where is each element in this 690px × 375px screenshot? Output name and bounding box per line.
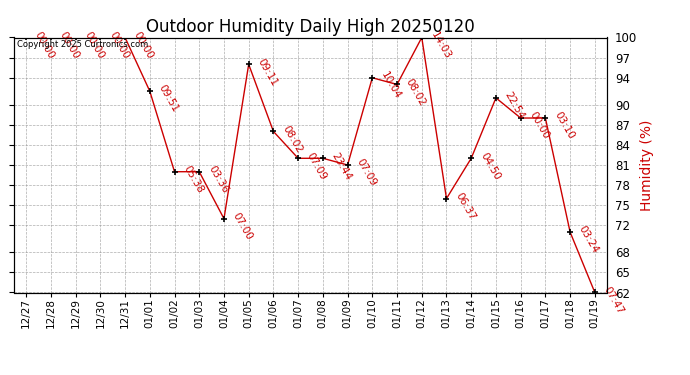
Text: 09:51: 09:51 [157, 83, 180, 114]
Text: 00:00: 00:00 [58, 30, 81, 60]
Title: Outdoor Humidity Daily High 20250120: Outdoor Humidity Daily High 20250120 [146, 18, 475, 36]
Text: 04:50: 04:50 [478, 150, 502, 182]
Text: 00:00: 00:00 [132, 30, 155, 60]
Text: 07:09: 07:09 [305, 150, 328, 182]
Text: 00:00: 00:00 [83, 30, 106, 60]
Text: Copyright 2025 Curtronics.com: Copyright 2025 Curtronics.com [17, 40, 148, 49]
Text: 09:11: 09:11 [255, 57, 279, 87]
Text: 00:00: 00:00 [33, 30, 57, 60]
Text: 23:44: 23:44 [330, 150, 353, 182]
Text: 00:00: 00:00 [528, 110, 551, 141]
Text: 08:02: 08:02 [280, 124, 304, 154]
Text: 00:00: 00:00 [107, 30, 130, 60]
Text: 14:03: 14:03 [428, 30, 453, 61]
Text: 08:02: 08:02 [404, 77, 428, 108]
Text: 10:04: 10:04 [380, 70, 403, 101]
Text: 22:54: 22:54 [503, 90, 526, 121]
Text: 07:00: 07:00 [231, 211, 255, 242]
Text: 06:37: 06:37 [453, 191, 477, 222]
Text: 07:47: 07:47 [602, 285, 625, 316]
Text: 05:38: 05:38 [181, 164, 205, 195]
Y-axis label: Humidity (%): Humidity (%) [640, 119, 654, 211]
Text: 03:10: 03:10 [552, 110, 576, 141]
Text: 07:09: 07:09 [355, 157, 378, 188]
Text: 03:36: 03:36 [206, 164, 230, 195]
Text: 03:24: 03:24 [577, 224, 601, 255]
